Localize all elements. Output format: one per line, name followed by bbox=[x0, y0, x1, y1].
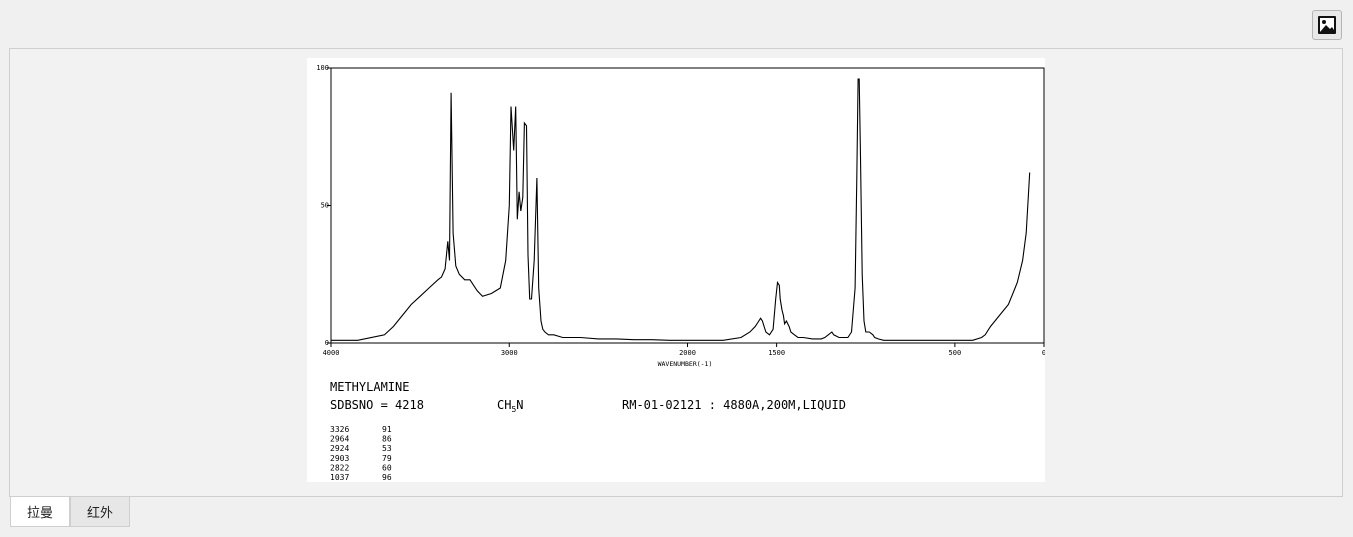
spectrum-line bbox=[331, 78, 1031, 341]
measurement-info: RM-01-02121 : 4880A,200M,LIQUID bbox=[622, 398, 846, 412]
molecular-formula: CH5N bbox=[497, 398, 524, 414]
peak-intensity: 91 bbox=[382, 425, 392, 434]
peak-wavenumber: 1037 bbox=[330, 473, 349, 482]
formula-subscript: 5 bbox=[511, 405, 516, 414]
x-tick-label: 2000 bbox=[679, 349, 696, 357]
y-tick-label: 0 bbox=[325, 339, 329, 347]
image-icon bbox=[1318, 16, 1336, 34]
peak-intensity: 96 bbox=[382, 473, 392, 482]
image-toggle-button[interactable] bbox=[1312, 10, 1342, 40]
x-axis-label: WAVENUMBER(-1) bbox=[658, 360, 713, 368]
sdbs-number: SDBSNO = 4218 bbox=[330, 398, 424, 412]
x-tick-label: 0 bbox=[1042, 349, 1045, 357]
raman-spectrum-image: 100 50 0 4000 3000 2000 1500 500 0 WAVENUMBER(-… bbox=[307, 58, 1046, 482]
y-tick-label: 50 bbox=[321, 202, 329, 210]
peak-wavenumber: 3326 bbox=[330, 425, 349, 434]
x-tick-label: 3000 bbox=[501, 349, 518, 357]
peak-intensity: 79 bbox=[382, 454, 392, 463]
peak-table: 3326 91 2964 86 2924 53 2903 79 2822 60 1037 96 bbox=[330, 425, 392, 482]
plot-frame bbox=[330, 67, 1045, 344]
x-tick-label: 4000 bbox=[323, 349, 340, 357]
x-tick-label: 1500 bbox=[768, 349, 785, 357]
formula-main: CH bbox=[497, 398, 511, 412]
peak-wavenumber: 2903 bbox=[330, 454, 349, 463]
peak-wavenumber: 2924 bbox=[330, 444, 349, 453]
formula-tail: N bbox=[516, 398, 523, 412]
peak-wavenumber: 2822 bbox=[330, 463, 349, 472]
spectrum-tabs: 拉曼 红外 bbox=[10, 497, 131, 527]
peak-intensity: 86 bbox=[382, 435, 392, 444]
peak-wavenumber: 2964 bbox=[330, 435, 349, 444]
compound-name: METHYLAMINE bbox=[330, 380, 409, 394]
y-tick-label: 100 bbox=[316, 64, 329, 72]
peak-intensity: 53 bbox=[382, 444, 392, 453]
peak-intensity: 60 bbox=[382, 463, 392, 472]
tab-raman[interactable]: 拉曼 bbox=[10, 497, 71, 527]
tab-infrared[interactable]: 红外 bbox=[70, 497, 131, 527]
x-tick-label: 500 bbox=[949, 349, 962, 357]
